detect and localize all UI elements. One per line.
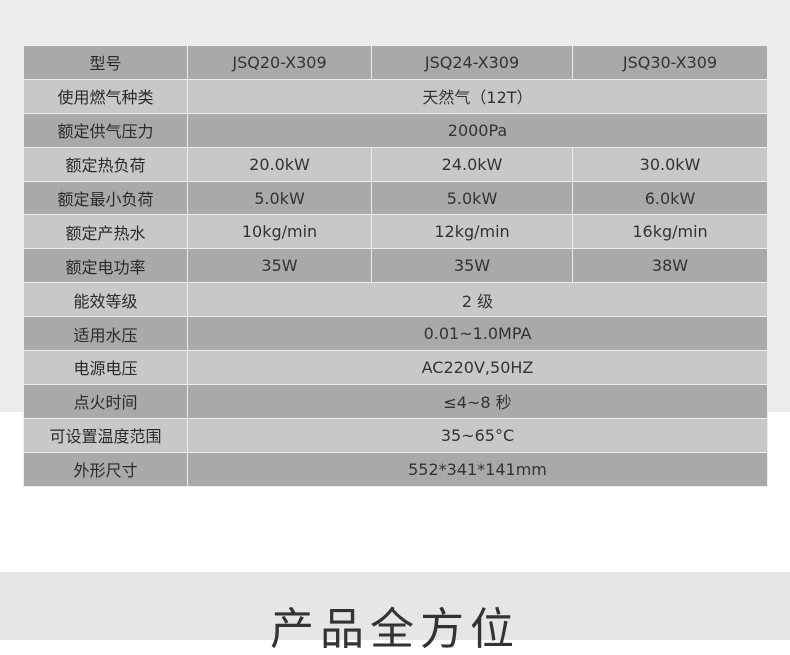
- table-row: 能效等级 2 级: [23, 282, 768, 318]
- table-row: 型号 JSQ20-X309 JSQ24-X309 JSQ30-X309: [23, 45, 768, 80]
- section-heading: 产品全方位: [270, 604, 520, 655]
- table-cell: 35~65°C: [187, 417, 768, 453]
- bottom-section: 产品全方位: [0, 572, 790, 655]
- table-row: 可设置温度范围 35~65°C: [23, 417, 768, 453]
- table-cell: 天然气（12T）: [187, 78, 768, 114]
- table-cell: 10kg/min: [187, 214, 372, 250]
- table-cell: ≤4~8 秒: [187, 383, 768, 419]
- row-label: 额定电功率: [23, 248, 188, 284]
- row-label: 额定供气压力: [23, 112, 188, 148]
- table-cell: 35W: [371, 248, 573, 284]
- table-cell: 0.01~1.0MPA: [187, 316, 768, 352]
- table-row: 使用燃气种类 天然气（12T）: [23, 78, 768, 114]
- table-row: 额定最小负荷 5.0kW 5.0kW 6.0kW: [23, 180, 768, 216]
- row-label: 点火时间: [23, 383, 188, 419]
- table-cell: 5.0kW: [187, 180, 372, 216]
- row-label: 能效等级: [23, 282, 188, 318]
- row-label: 额定产热水: [23, 214, 188, 250]
- table-cell: 2000Pa: [187, 112, 768, 148]
- table-row: 适用水压 0.01~1.0MPA: [23, 316, 768, 352]
- table-row: 点火时间 ≤4~8 秒: [23, 383, 768, 419]
- table-cell: 20.0kW: [187, 146, 372, 182]
- table-cell: JSQ30-X309: [572, 45, 768, 80]
- row-label: 额定热负荷: [23, 146, 188, 182]
- table-row: 电源电压 AC220V,50HZ: [23, 350, 768, 385]
- row-label: 额定最小负荷: [23, 180, 188, 216]
- table-cell: 12kg/min: [371, 214, 573, 250]
- row-label: 适用水压: [23, 316, 188, 352]
- table-cell: JSQ20-X309: [187, 45, 372, 80]
- row-label: 使用燃气种类: [23, 78, 188, 114]
- table-cell: 2 级: [187, 282, 768, 318]
- table-cell: 6.0kW: [572, 180, 768, 216]
- table-cell: 30.0kW: [572, 146, 768, 182]
- table-cell: 16kg/min: [572, 214, 768, 250]
- table-row: 额定供气压力 2000Pa: [23, 112, 768, 148]
- row-label: 电源电压: [23, 350, 188, 385]
- table-cell: JSQ24-X309: [371, 45, 573, 80]
- table-row: 额定热负荷 20.0kW 24.0kW 30.0kW: [23, 146, 768, 182]
- row-label: 可设置温度范围: [23, 417, 188, 453]
- table-cell: AC220V,50HZ: [187, 350, 768, 385]
- spec-table: 型号 JSQ20-X309 JSQ24-X309 JSQ30-X309 使用燃气种类 天然…: [23, 45, 768, 487]
- row-label: 型号: [23, 45, 188, 80]
- row-label: 外形尺寸: [23, 451, 188, 487]
- table-cell: 24.0kW: [371, 146, 573, 182]
- table-row: 外形尺寸 552*341*141mm: [23, 451, 768, 487]
- table-row: 额定电功率 35W 35W 38W: [23, 248, 768, 284]
- table-cell: 5.0kW: [371, 180, 573, 216]
- table-cell: 35W: [187, 248, 372, 284]
- table-cell: 38W: [572, 248, 768, 284]
- table-row: 额定产热水 10kg/min 12kg/min 16kg/min: [23, 214, 768, 250]
- table-cell: 552*341*141mm: [187, 451, 768, 487]
